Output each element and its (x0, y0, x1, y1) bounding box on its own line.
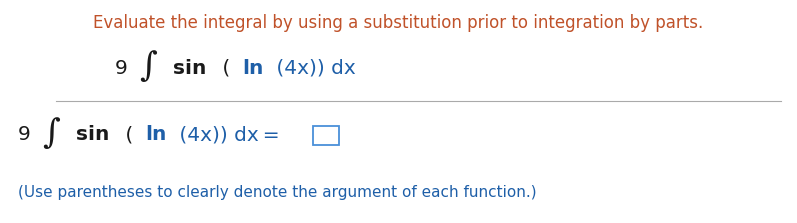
Text: (Use parentheses to clearly denote the argument of each function.): (Use parentheses to clearly denote the a… (18, 186, 536, 200)
Text: ∫: ∫ (42, 118, 61, 150)
Text: sin: sin (76, 126, 109, 145)
Text: (4x)) dx =: (4x)) dx = (173, 126, 280, 145)
Text: 9: 9 (18, 126, 31, 145)
Text: (: ( (119, 126, 139, 145)
Text: ∫: ∫ (139, 51, 157, 83)
Text: sin: sin (172, 58, 206, 78)
Text: ln: ln (242, 58, 264, 78)
Text: Evaluate the integral by using a substitution prior to integration by parts.: Evaluate the integral by using a substit… (93, 14, 703, 32)
Text: ln: ln (145, 126, 167, 145)
Text: 9: 9 (115, 58, 128, 78)
Text: (4x)) dx: (4x)) dx (269, 58, 355, 78)
Text: (: ( (215, 58, 236, 78)
FancyBboxPatch shape (313, 126, 340, 145)
